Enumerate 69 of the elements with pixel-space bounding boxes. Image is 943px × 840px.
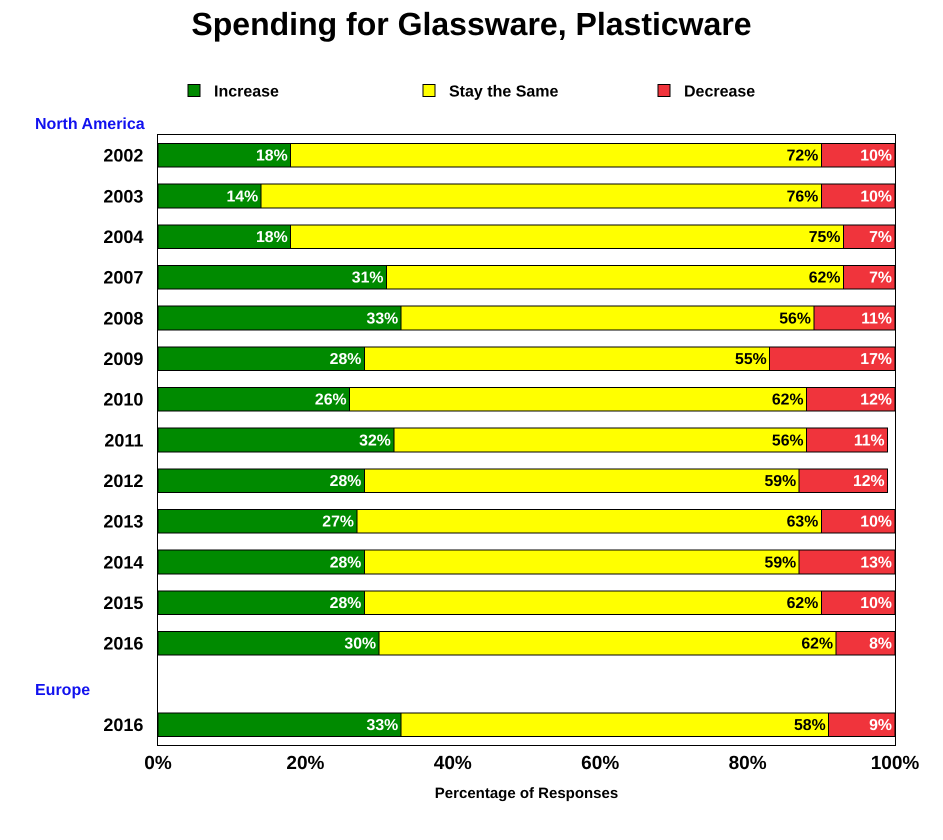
data-label: 27% bbox=[322, 514, 354, 531]
legend-label: Increase bbox=[214, 84, 280, 101]
data-label: 14% bbox=[226, 188, 258, 206]
data-label: 28% bbox=[330, 594, 362, 612]
data-label: 28% bbox=[330, 350, 362, 368]
data-label: 18% bbox=[256, 148, 288, 165]
data-label: 56% bbox=[779, 310, 811, 328]
data-label: 17% bbox=[860, 350, 892, 368]
data-label: 59% bbox=[764, 472, 796, 490]
text: North America bbox=[35, 116, 145, 133]
data-label: 10% bbox=[860, 148, 892, 165]
y-tick-label: 2008 bbox=[103, 308, 144, 328]
x-tick-label: 80% bbox=[728, 752, 767, 774]
data-label: 7% bbox=[869, 228, 892, 246]
data-label: 11% bbox=[854, 432, 885, 450]
data-label: 28% bbox=[330, 554, 362, 572]
x-tick-label: 20% bbox=[286, 752, 325, 774]
data-label: 62% bbox=[772, 392, 804, 409]
data-label: 7% bbox=[869, 270, 892, 287]
y-tick-label: 2016 bbox=[103, 634, 144, 654]
y-tick-label: 2016 bbox=[103, 714, 144, 735]
data-label: 75% bbox=[808, 228, 840, 246]
y-tick-label: 2002 bbox=[103, 146, 144, 166]
y-tick-label: 2013 bbox=[103, 512, 144, 532]
data-label: 12% bbox=[852, 472, 885, 490]
y-tick-label: 2009 bbox=[103, 348, 144, 369]
chart-title: Spending for Glassware, Plasticware bbox=[191, 6, 752, 42]
data-label: 33% bbox=[366, 310, 398, 328]
data-label: 11% bbox=[861, 310, 892, 328]
x-tick-label: 0% bbox=[144, 752, 172, 774]
data-label: 56% bbox=[772, 432, 804, 450]
x-tick-label: 100% bbox=[870, 752, 920, 774]
data-label: 55% bbox=[735, 350, 767, 368]
data-label: 33% bbox=[366, 716, 398, 734]
text: Europe bbox=[35, 682, 90, 699]
data-label: 10% bbox=[860, 188, 892, 206]
data-label: 58% bbox=[794, 716, 826, 734]
data-label: 62% bbox=[808, 270, 840, 287]
data-label: 62% bbox=[801, 636, 834, 653]
data-label: 62% bbox=[786, 594, 818, 612]
data-label: 76% bbox=[786, 188, 818, 206]
data-label: 9% bbox=[869, 716, 892, 734]
y-tick-label: 2015 bbox=[103, 592, 144, 613]
y-tick-label: 2010 bbox=[103, 390, 144, 410]
x-tick-label: 40% bbox=[434, 752, 472, 774]
data-label: 59% bbox=[764, 554, 796, 572]
y-tick-label: 2011 bbox=[104, 430, 144, 450]
data-label: 8% bbox=[869, 636, 892, 653]
data-label: 32% bbox=[359, 432, 391, 450]
x-tick-label: 60% bbox=[581, 752, 620, 774]
data-label: 10% bbox=[860, 514, 892, 531]
data-label: 26% bbox=[314, 392, 347, 409]
y-tick-label: 2014 bbox=[103, 552, 144, 572]
y-tick-label: 2012 bbox=[103, 470, 144, 491]
x-axis-title: Percentage of Responses bbox=[434, 784, 618, 802]
y-tick-label: 2007 bbox=[103, 268, 144, 288]
data-label: 28% bbox=[330, 472, 362, 490]
data-label: 31% bbox=[352, 270, 384, 287]
data-label: 72% bbox=[786, 148, 818, 165]
data-label: 63% bbox=[786, 514, 818, 531]
data-label: 30% bbox=[344, 636, 376, 653]
legend-label: Decrease bbox=[684, 84, 756, 101]
data-label: 18% bbox=[256, 228, 288, 246]
legend-label: Stay the Same bbox=[449, 84, 558, 101]
data-label: 13% bbox=[860, 554, 892, 572]
data-label: 12% bbox=[860, 392, 892, 409]
y-tick-label: 2004 bbox=[103, 226, 144, 247]
data-label: 10% bbox=[860, 594, 892, 612]
y-tick-label: 2003 bbox=[103, 186, 144, 206]
